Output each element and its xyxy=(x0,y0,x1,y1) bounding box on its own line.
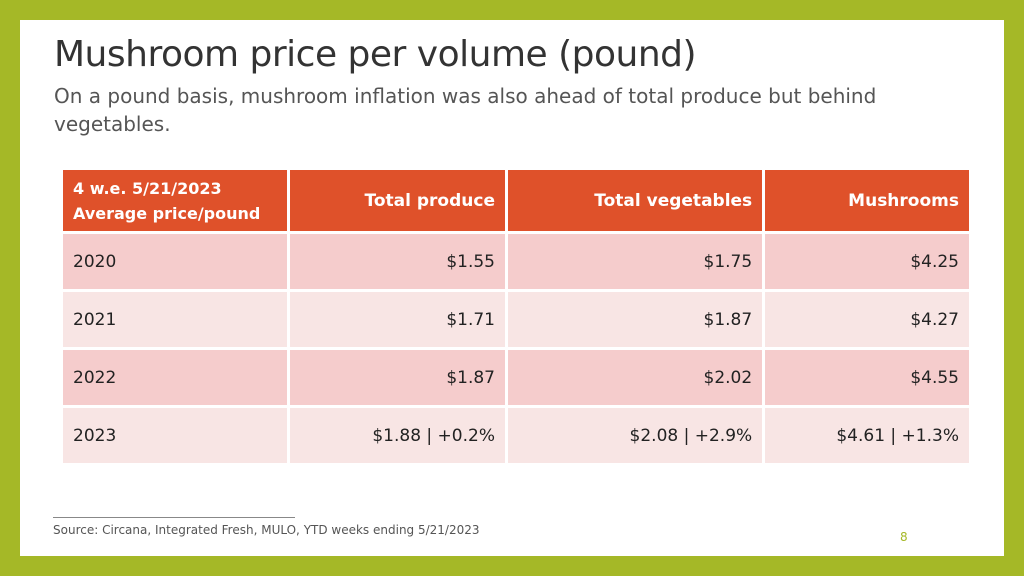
table-row: 2021 $1.71 $1.87 $4.27 xyxy=(63,292,969,347)
total-produce-cell: $1.71 xyxy=(290,292,505,347)
mushrooms-cell: $4.25 xyxy=(765,234,969,289)
column-header-total-vegetables: Total vegetables xyxy=(508,170,763,231)
year-cell: 2020 xyxy=(63,234,287,289)
total-produce-cell: $1.55 xyxy=(290,234,505,289)
corner-metric: Average price/pound xyxy=(73,203,261,223)
year-cell: 2023 xyxy=(63,408,287,463)
table-row: 2020 $1.55 $1.75 $4.25 xyxy=(63,234,969,289)
source-note: Source: Circana, Integrated Fresh, MULO,… xyxy=(53,523,480,537)
mushrooms-cell: $4.27 xyxy=(765,292,969,347)
total-produce-cell: $1.87 xyxy=(290,350,505,405)
total-vegetables-cell: $2.08 | +2.9% xyxy=(508,408,763,463)
source-divider xyxy=(53,517,295,518)
mushrooms-cell: $4.61 | +1.3% xyxy=(765,408,969,463)
table-header-row: 4 w.e. 5/21/2023 Average price/pound Tot… xyxy=(63,170,969,231)
year-cell: 2021 xyxy=(63,292,287,347)
year-cell: 2022 xyxy=(63,350,287,405)
total-produce-cell: $1.88 | +0.2% xyxy=(290,408,505,463)
table-corner-header: 4 w.e. 5/21/2023 Average price/pound xyxy=(63,170,287,231)
slide-title: Mushroom price per volume (pound) xyxy=(54,34,697,75)
total-vegetables-cell: $1.75 xyxy=(508,234,763,289)
page-number: 8 xyxy=(900,530,908,544)
price-table: 4 w.e. 5/21/2023 Average price/pound Tot… xyxy=(60,167,972,466)
table-row: 2023 $1.88 | +0.2% $2.08 | +2.9% $4.61 |… xyxy=(63,408,969,463)
table-row: 2022 $1.87 $2.02 $4.55 xyxy=(63,350,969,405)
corner-period: 4 w.e. 5/21/2023 xyxy=(73,178,222,198)
total-vegetables-cell: $2.02 xyxy=(508,350,763,405)
total-vegetables-cell: $1.87 xyxy=(508,292,763,347)
column-header-total-produce: Total produce xyxy=(290,170,505,231)
column-header-mushrooms: Mushrooms xyxy=(765,170,969,231)
slide: Mushroom price per volume (pound) On a p… xyxy=(20,20,1004,556)
mushrooms-cell: $4.55 xyxy=(765,350,969,405)
slide-subtitle: On a pound basis, mushroom inflation was… xyxy=(54,84,877,136)
